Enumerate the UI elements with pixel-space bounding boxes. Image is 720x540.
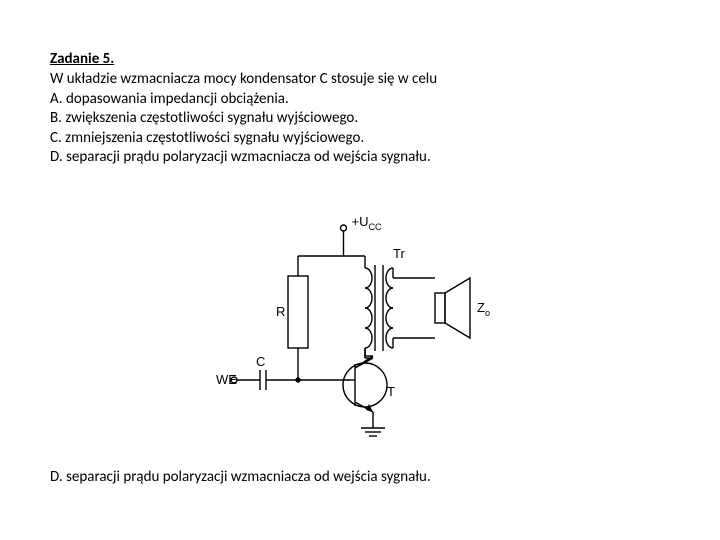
option-a: A. dopasowania impedancji obciążenia. <box>50 90 670 110</box>
svg-text:Tr: Tr <box>393 246 405 261</box>
option-c: C. zmniejszenia częstotliwości sygnału w… <box>50 129 670 149</box>
svg-text:WE: WE <box>216 372 237 387</box>
svg-text:C: C <box>256 354 265 369</box>
svg-text:Zo: Zo <box>477 300 490 318</box>
task-title: Zadanie 5. <box>50 50 670 68</box>
circuit-diagram: +UCC R Tr Zo T WE C <box>50 198 670 443</box>
task-stem: W układzie wzmacniacza mocy kondensator … <box>50 70 670 90</box>
option-d: D. separacji prądu polaryzacji wzmacniac… <box>50 148 670 168</box>
svg-text:+UCC: +UCC <box>352 214 383 232</box>
answer-line: D. separacji prądu polaryzacji wzmacniac… <box>50 468 670 486</box>
circuit-svg: +UCC R Tr Zo T WE C <box>210 198 510 438</box>
option-b: B. zwiększenia częstotliwości sygnału wy… <box>50 109 670 129</box>
svg-text:T: T <box>387 384 395 399</box>
svg-text:R: R <box>276 304 285 319</box>
page: Zadanie 5. W układzie wzmacniacza mocy k… <box>0 0 720 540</box>
